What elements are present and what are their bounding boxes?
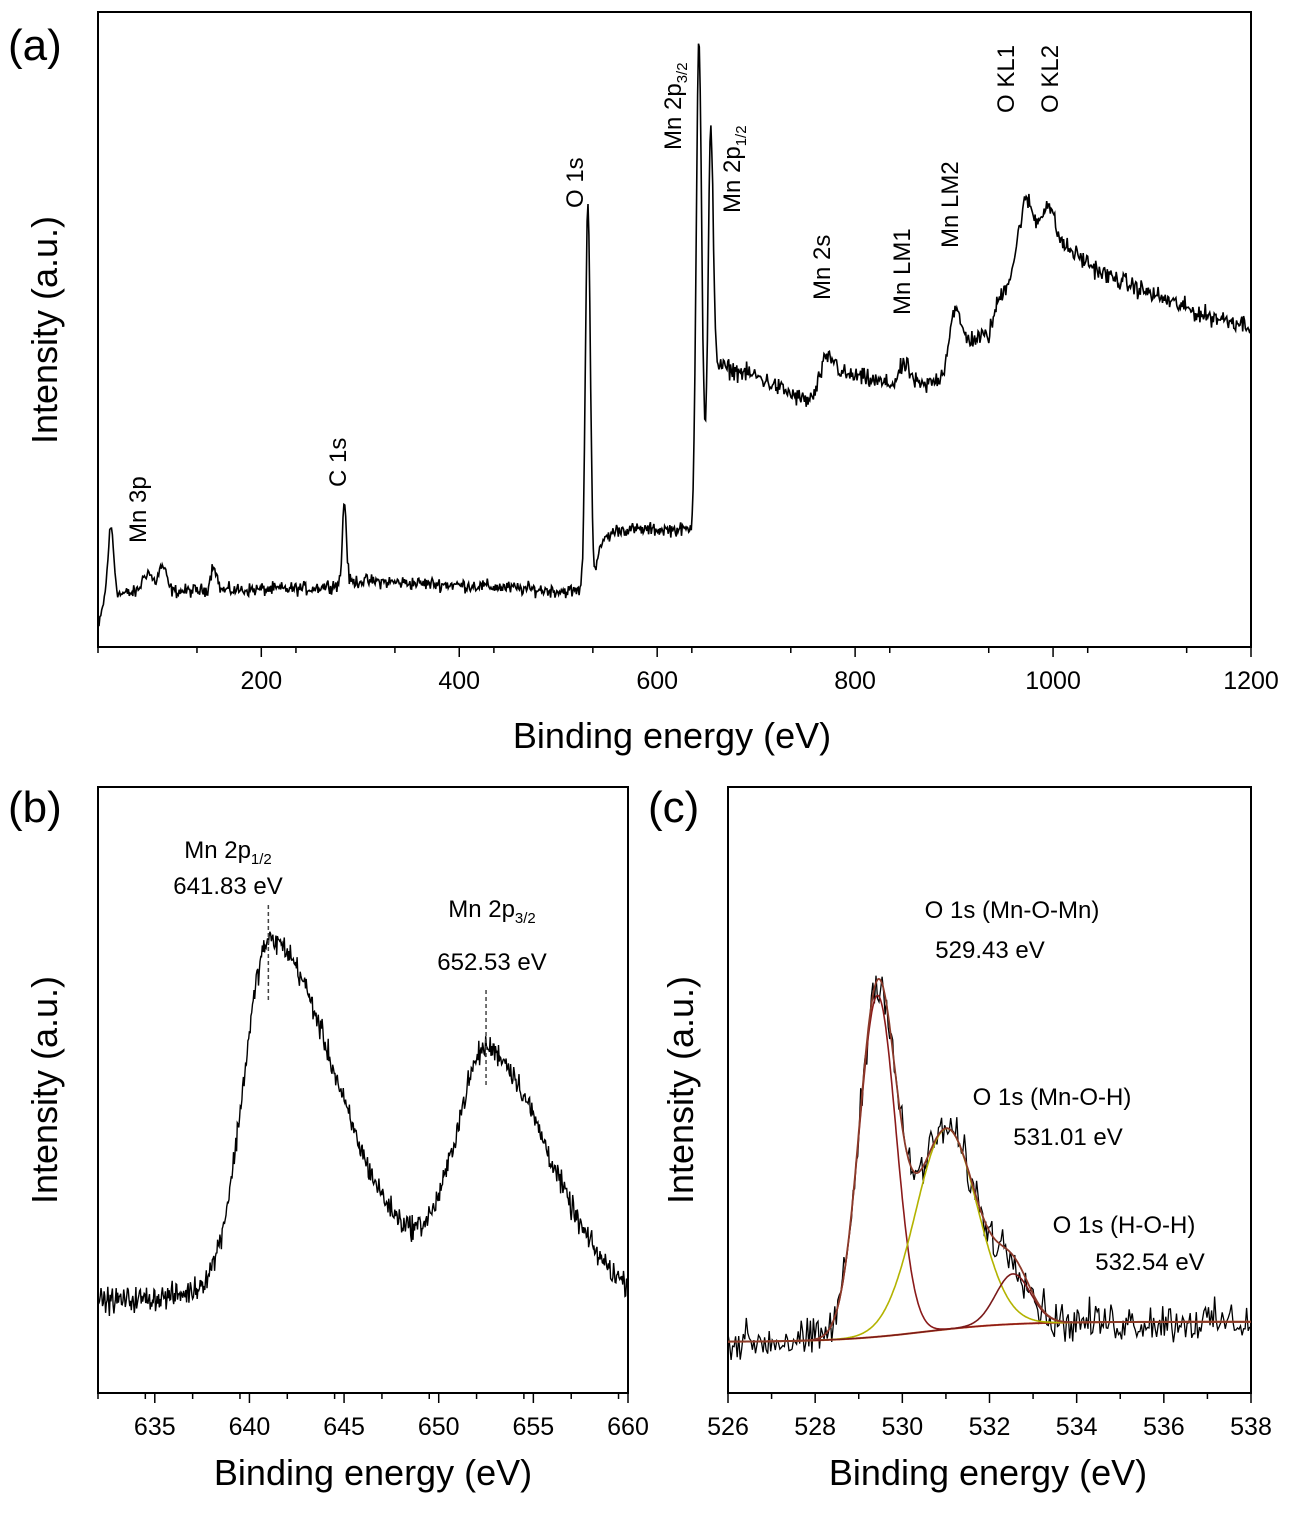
x-tick-label: 645 [323, 1413, 365, 1441]
panel-c: (c) 526 528 530 532 534 536 538 O 1s (Mn-O-Mn)… [648, 783, 1272, 1493]
o1s-raw-spectrum-line [727, 975, 1251, 1360]
peak-label-mnlm1: Mn LM1 [889, 228, 916, 315]
panel-a-series [98, 43, 1252, 627]
panel-a-annotations: Mn 3p C 1s O 1s Mn 2p3/2 Mn 2p1/2 Mn 2s … [125, 45, 1064, 543]
x-tick-label: 526 [707, 1413, 749, 1441]
x-tick-label: 1200 [1223, 667, 1279, 695]
panel-b-label: (b) [8, 783, 62, 832]
panel-b-annotations: Mn 2p1/2 641.83 eV Mn 2p3/2 652.53 eV [173, 837, 546, 976]
component-mn-o-mn [728, 994, 1251, 1343]
peak-label-mn2p12: Mn 2p1/2 [184, 837, 272, 868]
x-tick-label: 640 [229, 1413, 271, 1441]
energy-mn-o-mn: 529.43 eV [935, 937, 1044, 964]
panel-b-x-ticks: 635 640 645 650 655 660 [97, 1393, 649, 1441]
x-tick-label: 536 [1143, 1413, 1185, 1441]
panel-c-x-ticks: 526 528 530 532 534 536 538 [707, 1393, 1272, 1441]
x-tick-label: 538 [1230, 1413, 1272, 1441]
panel-a-y-axis-title: Intensity (a.u.) [24, 216, 65, 444]
peak-label-mn2p32: Mn 2p3/2 [448, 896, 536, 927]
peak-energy-652: 652.53 eV [437, 949, 546, 976]
x-tick-label: 1000 [1025, 667, 1081, 695]
x-tick-label: 200 [240, 667, 282, 695]
peak-label-c1s: C 1s [325, 438, 352, 487]
peak-label-okl2: O KL2 [1037, 45, 1064, 113]
peak-label-mn2s: Mn 2s [809, 235, 836, 300]
x-tick-label: 528 [794, 1413, 836, 1441]
panel-a-x-axis-title: Binding energy (eV) [513, 715, 831, 756]
label-mn-o-h: O 1s (Mn-O-H) [973, 1084, 1132, 1111]
label-mn-o-mn: O 1s (Mn-O-Mn) [925, 897, 1100, 924]
panel-a: (a) 200 400 600 800 1000 1200 Mn 3p C 1s O 1s… [8, 11, 1279, 756]
peak-label-o1s: O 1s [562, 157, 589, 208]
panel-b-frame [97, 786, 629, 1394]
panel-c-y-axis-title: Intensity (a.u.) [660, 976, 701, 1204]
x-tick-label: 655 [512, 1413, 554, 1441]
survey-spectrum-line [98, 43, 1252, 627]
fit-envelope-line [728, 977, 1251, 1343]
x-tick-label: 635 [134, 1413, 176, 1441]
panel-b-y-axis-title: Intensity (a.u.) [24, 976, 65, 1204]
panel-c-series [727, 975, 1251, 1360]
x-tick-label: 660 [607, 1413, 649, 1441]
panel-a-x-ticks: 200 400 600 800 1000 1200 [97, 647, 1279, 695]
panel-b-x-axis-title: Binding energy (eV) [214, 1452, 532, 1493]
mn2p-spectrum-line [97, 931, 629, 1317]
peak-label-okl1: O KL1 [993, 45, 1020, 113]
panel-b: (b) 635 640 645 650 655 660 Mn 2p1/2 641.83 e… [8, 783, 649, 1493]
panel-c-annotations: O 1s (Mn-O-Mn) 529.43 eV O 1s (Mn-O-H) 5… [925, 897, 1205, 1276]
peak-label-mn3p: Mn 3p [125, 476, 152, 543]
energy-h-o-h: 532.54 eV [1095, 1249, 1204, 1276]
x-tick-label: 530 [881, 1413, 923, 1441]
panel-a-label: (a) [8, 21, 62, 70]
x-tick-label: 800 [834, 667, 876, 695]
panel-c-label: (c) [648, 783, 699, 832]
x-tick-label: 400 [438, 667, 480, 695]
peak-energy-641: 641.83 eV [173, 873, 282, 900]
panel-c-x-axis-title: Binding energy (eV) [829, 1452, 1147, 1493]
panel-b-series [97, 905, 629, 1317]
x-tick-label: 600 [636, 667, 678, 695]
peak-label-mn2p12: Mn 2p1/2 [719, 125, 750, 213]
peak-label-mnlm2: Mn LM2 [937, 161, 964, 248]
x-tick-label: 650 [418, 1413, 460, 1441]
x-tick-label: 532 [969, 1413, 1011, 1441]
peak-label-mn2p32: Mn 2p3/2 [660, 62, 691, 150]
label-h-o-h: O 1s (H-O-H) [1053, 1212, 1196, 1239]
x-tick-label: 534 [1056, 1413, 1098, 1441]
energy-mn-o-h: 531.01 eV [1013, 1124, 1122, 1151]
